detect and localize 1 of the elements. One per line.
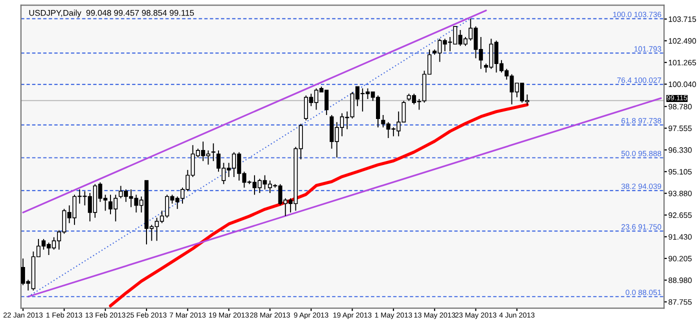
text: USDJPY,Daily 99.048 99.457 98.854 99.115 [29, 10, 194, 18]
